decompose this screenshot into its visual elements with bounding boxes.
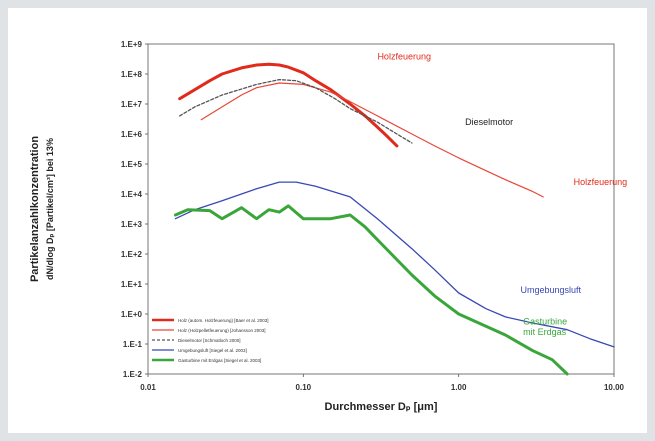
series-annotation: Dieselmotor bbox=[465, 117, 513, 127]
y-tick-label: 1.E+9 bbox=[121, 40, 143, 49]
x-tick-label: 0.01 bbox=[140, 383, 156, 392]
series-annotation: Holzfeuerung bbox=[377, 52, 431, 62]
series-line-3 bbox=[179, 78, 413, 144]
series-annotation: mit Erdgas bbox=[523, 327, 567, 337]
y-tick-label: 1.E+6 bbox=[121, 130, 143, 139]
series-annotation: Holzfeuerung bbox=[574, 177, 628, 187]
x-tick-label: 1.00 bbox=[451, 383, 467, 392]
legend-box bbox=[150, 315, 320, 373]
legend-label: Holz (autom. Holzfeuerung) [Baer et al. … bbox=[178, 318, 269, 323]
series-annotation: Gasturbine bbox=[523, 316, 567, 326]
y-tick-label: 1.E+1 bbox=[121, 280, 143, 289]
y-tick-label: 1.E+2 bbox=[121, 250, 143, 259]
y-tick-label: 1.E+3 bbox=[121, 220, 143, 229]
series-annotation: Umgebungsluft bbox=[520, 285, 581, 295]
series-line-2 bbox=[200, 82, 544, 198]
y-tick-label: 1.E+4 bbox=[121, 190, 143, 199]
y-axis-label-line1: Partikelanzahlkonzentration bbox=[29, 136, 41, 282]
y-tick-label: 1.E+8 bbox=[121, 70, 143, 79]
y-tick-label: 1.E+5 bbox=[121, 160, 143, 169]
y-tick-label: 1.E-2 bbox=[123, 370, 143, 379]
legend-label: Gasturbine mit Erdgas [Siegel et al. 200… bbox=[178, 358, 261, 363]
series-line-5 bbox=[173, 204, 569, 376]
y-tick-label: 1.E-1 bbox=[123, 340, 143, 349]
y-axis-label-line2: dN/dlog Dₚ [Partikel/cm³] bei 13% bbox=[45, 138, 55, 280]
x-tick-label: 10.00 bbox=[604, 383, 625, 392]
y-tick-label: 1.E+0 bbox=[121, 310, 143, 319]
series-line-4 bbox=[174, 181, 615, 348]
legend-label: Dieselmotor [Schmatloch 2000] bbox=[178, 338, 241, 343]
x-tick-label: 0.10 bbox=[296, 383, 312, 392]
x-axis-label: Durchmesser Dₚ [μm] bbox=[325, 401, 438, 413]
y-tick-label: 1.E+7 bbox=[121, 100, 143, 109]
legend-label: Umgebungsluft [Siegel et al. 2003] bbox=[178, 348, 247, 353]
particle-size-chart: 1.E-2 1.E-1 1.E+0 1.E+1 1.E+2 1.E+3 1.E+4 1.E+5… bbox=[29, 40, 628, 413]
series-line-1 bbox=[178, 62, 399, 148]
legend-label: Holz (Holzpelletfeuerung) [Johansson 200… bbox=[178, 328, 266, 333]
chart-frame: 1.E-2 1.E-1 1.E+0 1.E+1 1.E+2 1.E+3 1.E+4 1.E+5… bbox=[8, 8, 647, 433]
